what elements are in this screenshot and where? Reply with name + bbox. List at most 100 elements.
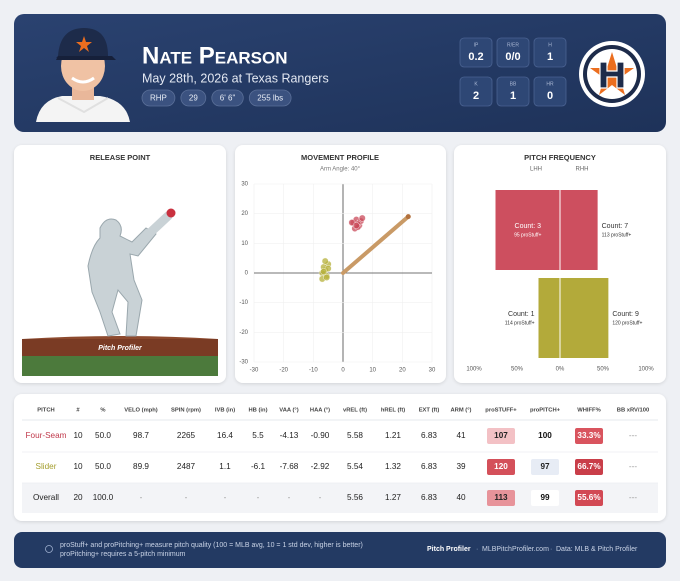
table-cell: --- bbox=[629, 431, 637, 440]
table-cell: 89.9 bbox=[133, 462, 149, 471]
table-cell: -0.90 bbox=[311, 431, 330, 440]
team-logo bbox=[579, 41, 645, 107]
tag-pill bbox=[248, 89, 292, 107]
panel-title: MOVEMENT PROFILE bbox=[301, 153, 379, 162]
frequency-bar bbox=[538, 278, 560, 358]
count-label: Count: 9 bbox=[612, 311, 639, 318]
tag-pill bbox=[180, 89, 207, 107]
cell-badge bbox=[531, 459, 559, 475]
column-header: HB (in) bbox=[249, 408, 268, 414]
stat-value: 2 bbox=[473, 90, 479, 102]
cell-badge bbox=[487, 428, 515, 444]
count-label: Count: 3 bbox=[515, 223, 542, 230]
table-cell: 5.58 bbox=[347, 431, 363, 440]
table-cell: 100.0 bbox=[93, 493, 114, 502]
column-header: proSTUFF+ bbox=[485, 408, 517, 414]
table-cell: -6.1 bbox=[251, 462, 266, 471]
release-figure: Pitch Profiler bbox=[22, 208, 218, 376]
table-cell: - bbox=[319, 493, 322, 502]
panel-title: PITCH FREQUENCY bbox=[524, 153, 596, 162]
table-cell: 99 bbox=[540, 493, 550, 502]
table-cell: 1.21 bbox=[385, 431, 401, 440]
pitch-point bbox=[321, 257, 329, 265]
table-cell: 107 bbox=[494, 431, 508, 440]
cell-badge bbox=[531, 490, 559, 506]
x-tick-label: 30 bbox=[429, 368, 436, 374]
logo-text: Pitch Profiler bbox=[98, 345, 143, 352]
side-label: LHH bbox=[530, 167, 542, 173]
frequency-bar bbox=[495, 190, 560, 270]
column-header: # bbox=[76, 408, 80, 414]
side-label: RHH bbox=[576, 167, 589, 173]
y-tick-label: 20 bbox=[241, 211, 248, 217]
x-tick-label: 0% bbox=[556, 367, 565, 373]
frequency-bar bbox=[560, 278, 609, 358]
table-cell: 50.0 bbox=[95, 462, 111, 471]
table-cell: -7.68 bbox=[280, 462, 299, 471]
cell-badge bbox=[575, 490, 603, 506]
x-tick-label: -20 bbox=[279, 368, 288, 374]
table-cell: 5.54 bbox=[347, 462, 363, 471]
table-cell: - bbox=[185, 493, 188, 502]
tag-text: 255 lbs bbox=[257, 94, 283, 103]
tag-text: 29 bbox=[189, 94, 198, 103]
arm-angle bbox=[341, 214, 411, 275]
pitch-point bbox=[323, 274, 331, 281]
stat-box bbox=[496, 76, 530, 107]
footer-brand: Pitch Profiler bbox=[427, 546, 471, 553]
stat-label: K bbox=[474, 81, 478, 87]
cell-badge bbox=[487, 459, 515, 475]
column-header: % bbox=[100, 408, 105, 414]
player-name: Nate Pearson bbox=[142, 42, 287, 69]
table-cell: 1.27 bbox=[385, 493, 401, 502]
table-cell: 39 bbox=[456, 462, 466, 471]
y-tick-label: 0 bbox=[245, 271, 249, 277]
tag-pill bbox=[141, 89, 176, 107]
pitch-name: Four-Seam bbox=[26, 431, 67, 440]
table-cell: 10 bbox=[73, 462, 83, 471]
footer-note: proStuff+ and proPitching+ measure pitch… bbox=[60, 542, 363, 549]
separator: · bbox=[550, 546, 552, 553]
y-tick-label: -10 bbox=[239, 300, 248, 306]
stuff-note: 95 proStuff+ bbox=[514, 232, 541, 238]
column-header: EXT (ft) bbox=[419, 408, 440, 414]
column-header: VELO (mph) bbox=[124, 408, 158, 414]
column-header: vREL (ft) bbox=[343, 408, 367, 414]
frequency-bar bbox=[560, 190, 598, 270]
stat-label: BB bbox=[510, 81, 517, 87]
pitch-point bbox=[320, 268, 328, 275]
x-tick-label: 20 bbox=[399, 368, 406, 374]
table-cell: - bbox=[140, 493, 143, 502]
cell-badge bbox=[575, 428, 603, 444]
table-cell: - bbox=[288, 493, 291, 502]
pitch-name: Slider bbox=[36, 462, 57, 471]
panel-subtitle: Arm Angle: 40° bbox=[320, 167, 361, 173]
movement-panel bbox=[235, 145, 446, 383]
stat-value: 0/0 bbox=[505, 51, 520, 63]
table-cell: 41 bbox=[456, 431, 466, 440]
pitch-name: Overall bbox=[33, 493, 59, 502]
table-cell: 66.7% bbox=[577, 462, 601, 471]
game-date: May 28th, 2026 at Texas Rangers bbox=[142, 71, 329, 85]
movement-chart: -30 -20 -10 0 10 20 30 -30 -20 -10 0 10 20 30 bbox=[239, 182, 436, 374]
stat-value: 1 bbox=[510, 90, 516, 102]
stuff-note: 113 proStuff+ bbox=[602, 232, 632, 238]
stat-box bbox=[459, 37, 493, 68]
column-header: WHIFF% bbox=[577, 408, 601, 414]
column-header: HAA (°) bbox=[310, 408, 330, 414]
table-cell: 98.7 bbox=[133, 431, 149, 440]
x-tick-label: 10 bbox=[369, 368, 376, 374]
overall-row-bg bbox=[22, 483, 658, 513]
pitch-point bbox=[352, 222, 360, 229]
stats-table: PITCH #% VELO (mph) SPIN (rpm) IVB (in) HB (i… bbox=[22, 408, 658, 506]
stat-box bbox=[533, 76, 567, 107]
x-tick-label: 100% bbox=[638, 367, 654, 373]
stat-label: IP bbox=[474, 42, 479, 48]
cell-badge bbox=[531, 428, 559, 444]
footer bbox=[14, 532, 666, 568]
footer-site: MLBPitchProfiler.com bbox=[482, 546, 549, 553]
table-cell: 50.0 bbox=[95, 431, 111, 440]
stat-value: 0 bbox=[547, 90, 553, 102]
table-cell: - bbox=[224, 493, 227, 502]
tag-pill bbox=[211, 89, 244, 107]
